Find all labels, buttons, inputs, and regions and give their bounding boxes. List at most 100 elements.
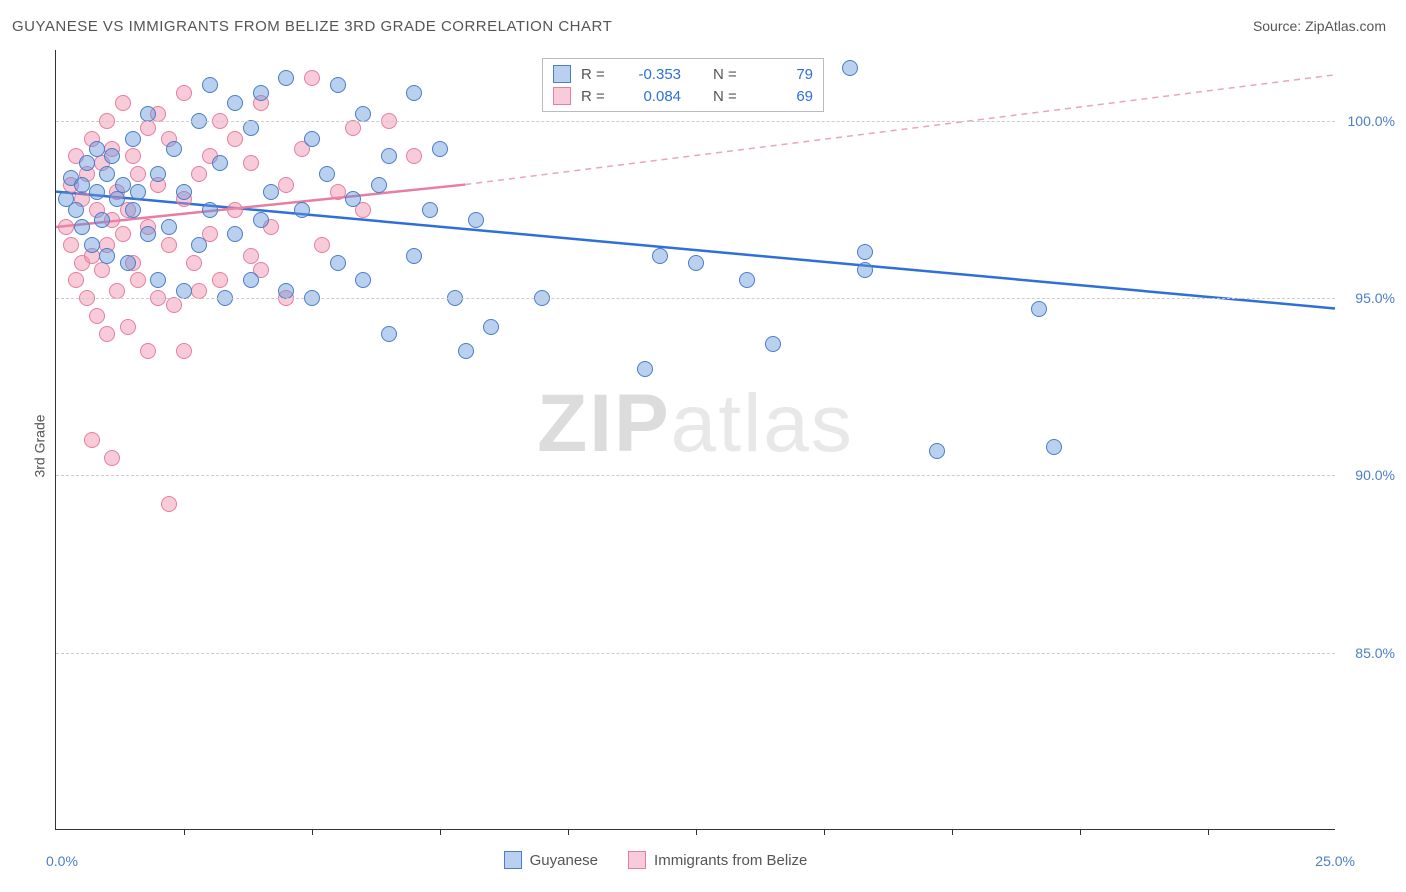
scatter-point-guyanese [319,166,335,182]
gridline [56,121,1335,122]
scatter-point-belize [243,248,259,264]
scatter-point-guyanese [243,120,259,136]
scatter-point-guyanese [355,106,371,122]
swatch-guyanese [553,65,571,83]
n-value-guyanese: 79 [753,66,813,83]
scatter-point-belize [330,184,346,200]
scatter-point-guyanese [637,361,653,377]
series-legend: Guyanese Immigrants from Belize [504,851,808,869]
scatter-point-belize [161,237,177,253]
scatter-point-belize [186,255,202,271]
scatter-point-belize [130,272,146,288]
scatter-point-guyanese [406,248,422,264]
scatter-point-guyanese [468,212,484,228]
x-tick [952,829,953,835]
scatter-point-belize [176,343,192,359]
x-tick [440,829,441,835]
legend-row-guyanese: R = -0.353 N = 79 [553,63,813,85]
scatter-point-guyanese [294,202,310,218]
y-axis-title: 3rd Grade [32,414,48,477]
scatter-point-belize [227,202,243,218]
scatter-point-guyanese [857,262,873,278]
scatter-point-belize [109,283,125,299]
swatch-guyanese-bottom [504,851,522,869]
y-tick-label: 100.0% [1348,113,1395,129]
x-tick [568,829,569,835]
scatter-point-guyanese [406,85,422,101]
scatter-point-guyanese [253,212,269,228]
r-value-guyanese: -0.353 [621,66,681,83]
legend-item-guyanese: Guyanese [504,851,598,869]
scatter-point-belize [68,272,84,288]
r-label: R = [581,66,611,83]
scatter-point-guyanese [458,343,474,359]
y-tick-label: 85.0% [1355,645,1395,661]
scatter-point-belize [345,120,361,136]
scatter-point-guyanese [94,212,110,228]
series-label-belize: Immigrants from Belize [654,852,807,869]
scatter-point-guyanese [1046,439,1062,455]
scatter-point-guyanese [130,184,146,200]
x-tick [696,829,697,835]
x-tick [1080,829,1081,835]
scatter-point-guyanese [150,272,166,288]
gridline [56,475,1335,476]
scatter-point-guyanese [227,95,243,111]
scatter-point-belize [58,219,74,235]
watermark: ZIPatlas [537,377,854,471]
scatter-point-guyanese [99,166,115,182]
y-tick-label: 95.0% [1355,290,1395,306]
scatter-point-belize [304,70,320,86]
scatter-point-belize [166,297,182,313]
gridline [56,298,1335,299]
n-label: N = [713,66,743,83]
scatter-point-guyanese [688,255,704,271]
scatter-point-guyanese [330,77,346,93]
n-value-belize: 69 [753,88,813,105]
scatter-point-belize [63,237,79,253]
scatter-point-belize [104,450,120,466]
scatter-point-guyanese [857,244,873,260]
chart-title: GUYANESE VS IMMIGRANTS FROM BELIZE 3RD G… [12,18,612,35]
scatter-point-guyanese [104,148,120,164]
scatter-point-guyanese [304,131,320,147]
scatter-point-guyanese [140,106,156,122]
scatter-point-guyanese [125,202,141,218]
scatter-point-belize [140,120,156,136]
scatter-point-guyanese [652,248,668,264]
scatter-point-guyanese [125,131,141,147]
scatter-point-guyanese [432,141,448,157]
scatter-point-belize [125,148,141,164]
x-axis-label-left: 0.0% [46,853,78,869]
x-tick [1208,829,1209,835]
scatter-point-guyanese [140,226,156,242]
scatter-point-belize [176,85,192,101]
scatter-point-belize [130,166,146,182]
scatter-point-belize [120,319,136,335]
scatter-point-belize [115,95,131,111]
scatter-point-guyanese [381,326,397,342]
scatter-point-guyanese [739,272,755,288]
scatter-point-belize [140,343,156,359]
scatter-point-guyanese [166,141,182,157]
scatter-point-belize [406,148,422,164]
scatter-point-guyanese [161,219,177,235]
scatter-point-guyanese [227,226,243,242]
correlation-legend: R = -0.353 N = 79 R = 0.084 N = 69 [542,58,824,112]
scatter-point-guyanese [355,272,371,288]
scatter-point-guyanese [263,184,279,200]
scatter-point-belize [99,326,115,342]
scatter-point-belize [278,177,294,193]
scatter-point-belize [89,308,105,324]
scatter-point-guyanese [68,202,84,218]
scatter-point-guyanese [330,255,346,271]
scatter-point-guyanese [929,443,945,459]
scatter-point-guyanese [278,70,294,86]
scatter-point-belize [84,432,100,448]
scatter-point-belize [191,283,207,299]
scatter-point-guyanese [99,248,115,264]
scatter-point-guyanese [371,177,387,193]
scatter-point-guyanese [150,166,166,182]
scatter-point-belize [314,237,330,253]
scatter-point-guyanese [84,237,100,253]
